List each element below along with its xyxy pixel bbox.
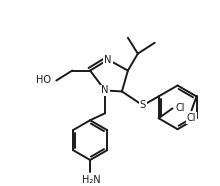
Text: HO: HO	[36, 76, 51, 86]
Text: S: S	[140, 100, 146, 110]
Text: Cl: Cl	[176, 103, 185, 113]
Text: H₂N: H₂N	[82, 175, 101, 185]
Text: N: N	[101, 85, 109, 95]
Text: Cl: Cl	[187, 113, 196, 123]
Text: N: N	[104, 55, 112, 65]
